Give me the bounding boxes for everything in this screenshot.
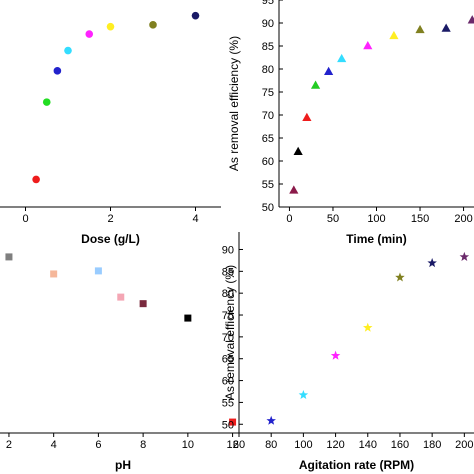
x-tick-label: 80 — [265, 439, 277, 451]
x-axis-label: Agitation rate (RPM) — [299, 458, 414, 472]
x-tick-label: 180 — [423, 439, 441, 451]
data-point — [191, 11, 200, 20]
x-tick-label: 120 — [326, 439, 344, 451]
y-tick-label: 50 — [222, 419, 234, 431]
x-tick-label: 12 — [226, 439, 238, 451]
data-point — [389, 30, 399, 40]
x-tick-label: 50 — [327, 213, 339, 225]
x-tick-label: 60 — [233, 439, 245, 451]
data-point — [85, 30, 94, 38]
data-point — [337, 53, 347, 63]
data-point — [184, 314, 192, 322]
y-tick-label: 70 — [222, 332, 234, 344]
x-tick-label: 4 — [192, 213, 198, 225]
data-point — [395, 272, 405, 282]
x-tick-label: 140 — [359, 439, 377, 451]
data-point — [106, 22, 115, 31]
data-point — [149, 21, 157, 29]
data-point — [139, 300, 147, 308]
y-tick-label: 50 — [262, 202, 274, 214]
data-point — [266, 415, 276, 425]
x-tick-label: 2 — [6, 439, 12, 451]
data-point — [293, 146, 303, 156]
data-point — [94, 267, 102, 275]
time-chart: 0 50 100 150 200 50 55 60 65 70 75 80 85 90 95 Time (mi… — [227, 0, 474, 246]
agitation-chart: 60 80 100 120 140 160 180 200 50 55 60 65 70 75 80 85 90… — [222, 232, 474, 472]
y-tick-label: 65 — [262, 133, 274, 145]
y-tick-label: 65 — [222, 354, 234, 366]
data-point — [363, 40, 373, 50]
x-tick-label: 6 — [95, 439, 101, 451]
dose-chart: 0 2 4 Dose (g/L) — [0, 11, 221, 246]
data-point — [42, 98, 51, 106]
y-tick-label: 85 — [262, 41, 274, 53]
data-point — [298, 389, 309, 400]
data-point — [117, 293, 125, 301]
data-point — [5, 253, 13, 261]
data-point — [467, 15, 474, 24]
y-tick-label: 90 — [222, 244, 234, 256]
x-tick-label: 4 — [51, 439, 57, 451]
data-point — [324, 66, 334, 75]
y-tick-label: 75 — [262, 87, 274, 99]
x-axis-label: pH — [115, 458, 131, 472]
x-tick-label: 0 — [22, 213, 28, 225]
x-tick-label: 10 — [182, 439, 194, 451]
data-point — [50, 270, 58, 278]
x-axis-label: Time (min) — [346, 232, 406, 246]
data-point — [310, 80, 321, 89]
y-tick-label: 55 — [262, 179, 274, 191]
data-point — [415, 24, 425, 34]
data-point — [427, 258, 437, 268]
data-point — [64, 46, 72, 55]
data-point — [441, 23, 451, 32]
y-tick-label: 85 — [222, 266, 234, 278]
y-tick-label: 75 — [222, 310, 234, 322]
data-point — [289, 185, 299, 194]
data-point — [363, 322, 373, 332]
data-point — [32, 175, 40, 184]
y-tick-label: 60 — [262, 156, 274, 168]
y-tick-label: 55 — [222, 397, 234, 409]
data-point — [302, 112, 312, 121]
x-tick-label: 160 — [391, 439, 409, 451]
data-point — [229, 418, 237, 426]
y-axis-label: As removal efficiency (%) — [227, 36, 241, 171]
y-tick-label: 70 — [262, 110, 274, 122]
x-axis-label: Dose (g/L) — [81, 232, 140, 246]
y-tick-label: 80 — [262, 64, 274, 76]
x-tick-label: 8 — [140, 439, 146, 451]
ph-chart: 2 4 6 8 10 12 pH — [0, 253, 246, 472]
y-tick-label: 80 — [222, 288, 234, 300]
x-tick-label: 2 — [107, 213, 113, 225]
y-tick-label: 90 — [262, 18, 274, 30]
x-tick-label: 200 — [454, 213, 472, 225]
x-tick-label: 200 — [455, 439, 473, 451]
x-tick-label: 100 — [294, 439, 312, 451]
y-tick-label: 60 — [222, 376, 234, 388]
x-tick-label: 0 — [286, 213, 292, 225]
data-point — [53, 67, 62, 75]
data-point — [459, 251, 470, 261]
x-tick-label: 150 — [411, 213, 429, 225]
data-point — [330, 350, 341, 360]
y-axis-label: As removal efficiency (%) — [223, 265, 237, 400]
x-tick-label: 100 — [367, 213, 385, 225]
y-tick-label: 95 — [262, 0, 274, 7]
